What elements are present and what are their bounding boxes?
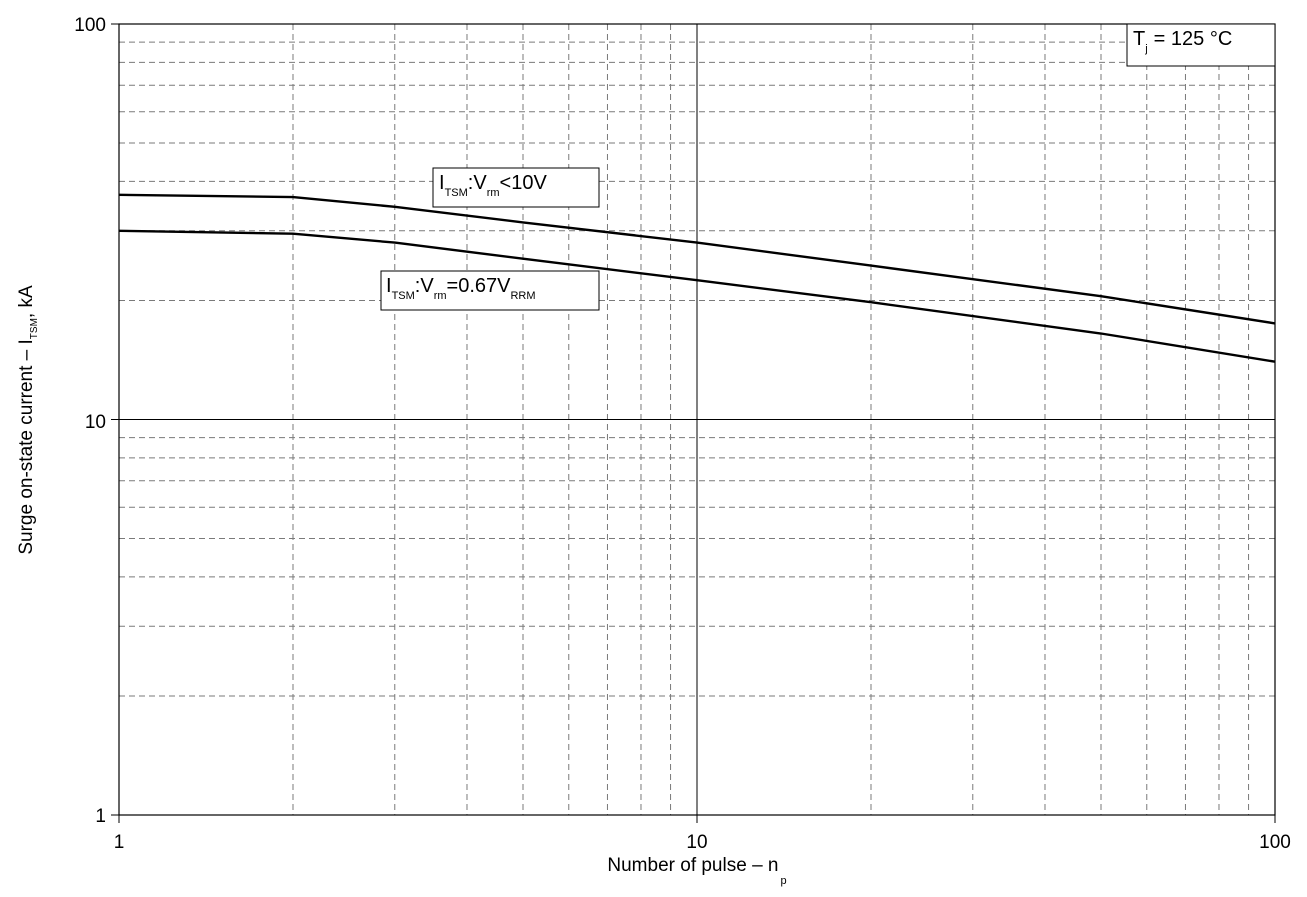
y-axis-label-main: Surge on-state current – I [16, 339, 37, 554]
y-tick-label-1: 1 [95, 806, 106, 827]
y-tick-label-100: 100 [74, 15, 106, 36]
x-tick-label-10: 10 [686, 832, 707, 853]
series-1-label: ITSM:Vrm<10V [439, 172, 547, 199]
series-1-line [118, 193, 1276, 325]
series-2-label-p4: =0.67V [447, 275, 512, 297]
series-1-label-p1: TSM [445, 187, 468, 199]
x-tick-label-100: 100 [1259, 832, 1291, 853]
series-2-label-p0: I [386, 275, 392, 297]
series-2-label-p3: rm [434, 290, 447, 302]
tj-annotation-box [1126, 23, 1276, 67]
series-2-label-p1: TSM [392, 290, 415, 302]
series-1-label-p0: I [439, 172, 445, 194]
series-1-label-box [432, 167, 600, 208]
series-1-label-p2: :V [468, 172, 488, 194]
series-2-line [118, 229, 1276, 363]
tj-annotation-p0: T [1133, 28, 1145, 50]
series-1-label-p3: rm [487, 187, 500, 199]
series-2-label-p5: RRM [510, 290, 535, 302]
tj-annotation-p1: j [1144, 43, 1147, 55]
tj-annotation-p2: = 125 °C [1154, 28, 1233, 50]
y-axis-label: Surge on-state current – ITSM, kA [16, 285, 40, 555]
grid-lines [119, 24, 1275, 815]
x-axis-label-main: Number of pulse – n [607, 855, 778, 876]
y-tick-label-10: 10 [85, 412, 106, 433]
series-2-label-box [380, 270, 600, 311]
tj-annotation: Tj = 125 °C [1133, 28, 1232, 55]
curves [118, 193, 1276, 363]
x-tick-label-1: 1 [114, 832, 125, 853]
series-2-label: ITSM:Vrm=0.67VRRM [386, 275, 536, 302]
series-2-label-p2: :V [415, 275, 435, 297]
x-axis-label-sub: p [780, 875, 786, 887]
x-axis-label: Number of pulse – np [607, 855, 786, 887]
axis-ticks [111, 23, 1276, 823]
series-1-label-p4: <10V [500, 172, 548, 194]
y-axis-label-sub: TSM [29, 318, 40, 339]
y-axis-label-tail: , kA [16, 285, 37, 318]
